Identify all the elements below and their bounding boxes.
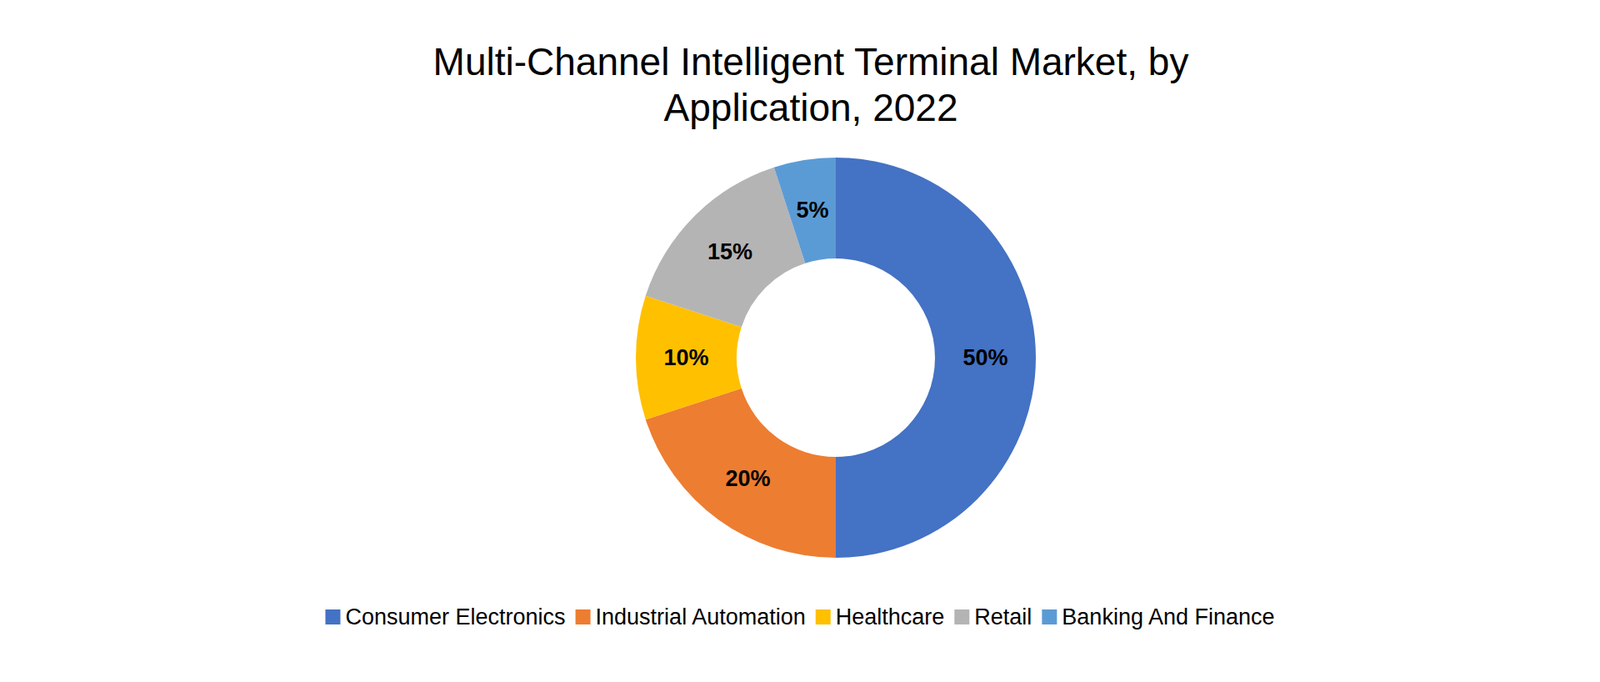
slice: [645, 167, 805, 327]
data-label: 20%: [725, 465, 770, 491]
legend-item: Banking And Finance: [1041, 604, 1275, 630]
data-label: 15%: [707, 239, 753, 265]
legend-label: Industrial Automation: [595, 604, 806, 630]
data-label: 10%: [663, 345, 709, 370]
legend-label: Healthcare: [835, 604, 945, 630]
legend-item: Industrial Automation: [575, 604, 806, 630]
legend-item: Retail: [954, 604, 1032, 630]
legend-item: Healthcare: [815, 604, 945, 630]
slice: [645, 388, 836, 558]
donut: [635, 157, 1036, 558]
title-line: Application, 2022: [664, 85, 959, 130]
title-line: Multi-Channel Intelligent Terminal Marke…: [433, 40, 1190, 84]
legend-item: Consumer Electronics: [325, 604, 565, 630]
legend: Consumer Electronics Industrial Automatio…: [325, 604, 1275, 630]
legend-label: Retail: [974, 604, 1032, 630]
slice: [835, 157, 1036, 558]
legend-swatch: [575, 609, 591, 625]
legend-swatch: [815, 609, 831, 625]
legend-label: Banking And Finance: [1061, 604, 1275, 630]
data-labels: 50% 20% 10% 15% 5%: [663, 197, 1008, 492]
title: Multi-Channel Intelligent Terminal Marke…: [433, 40, 1190, 130]
legend-swatch: [325, 609, 340, 625]
data-label: 5%: [795, 197, 829, 223]
slice: [774, 157, 836, 264]
legend-swatch: [954, 609, 970, 625]
legend-swatch: [1041, 609, 1057, 625]
data-label: 50%: [962, 345, 1008, 370]
chart: Multi-Channel Intelligent Terminal Marke…: [0, 0, 1600, 682]
legend-label: Consumer Electronics: [345, 604, 565, 630]
